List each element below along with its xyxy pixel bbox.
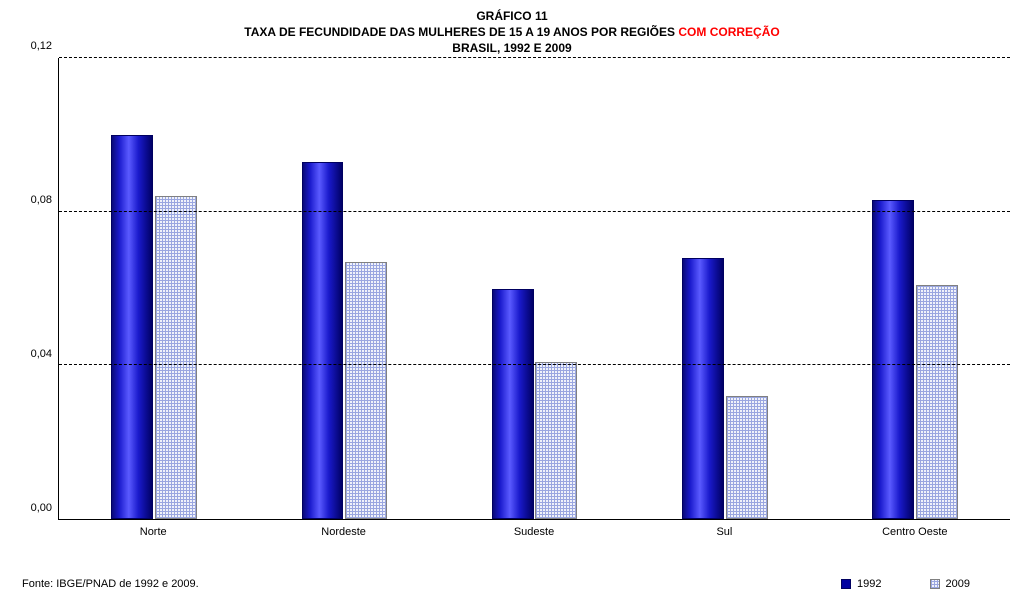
bar-2009 <box>726 396 768 519</box>
y-tick-label: 0,04 <box>31 348 52 360</box>
bar-groups <box>59 58 1010 519</box>
bar-1992 <box>111 135 153 519</box>
legend-swatch <box>930 579 940 589</box>
x-axis-label: Sudeste <box>439 522 629 544</box>
legend-item: 2009 <box>930 578 970 590</box>
bar-2009 <box>155 196 197 519</box>
bar-group <box>820 58 1010 519</box>
title-highlight: COM CORREÇÃO <box>678 25 779 39</box>
bar-group <box>439 58 629 519</box>
bar-group <box>59 58 249 519</box>
legend-label: 2009 <box>946 578 970 590</box>
gridline <box>59 364 1010 365</box>
title-line-2: TAXA DE FECUNDIDADE DAS MULHERES DE 15 A… <box>0 24 1024 40</box>
legend-item: 1992 <box>841 578 881 590</box>
legend: 1992 2009 <box>841 578 970 590</box>
gridline <box>59 211 1010 212</box>
x-axis-label: Norte <box>58 522 248 544</box>
legend-label: 1992 <box>857 578 881 590</box>
legend-swatch <box>841 579 851 589</box>
chart-footer: Fonte: IBGE/PNAD de 1992 e 2009. 1992 200… <box>14 556 1010 596</box>
x-axis-labels: NorteNordesteSudesteSulCentro Oeste <box>58 522 1010 544</box>
bar-2009 <box>916 285 958 519</box>
bar-1992 <box>872 200 914 519</box>
bar-group <box>630 58 820 519</box>
title-line-3: BRASIL, 1992 E 2009 <box>0 40 1024 56</box>
chart-area: 0,000,040,080,12 NorteNordesteSudesteSul… <box>14 58 1010 544</box>
bar-1992 <box>682 258 724 519</box>
y-axis: 0,000,040,080,12 <box>14 58 58 520</box>
plot-area <box>58 58 1010 520</box>
bar-2009 <box>535 362 577 520</box>
bar-1992 <box>492 289 534 520</box>
gridline <box>59 57 1010 58</box>
y-tick-label: 0,00 <box>31 502 52 514</box>
x-axis-label: Centro Oeste <box>820 522 1010 544</box>
source-text: Fonte: IBGE/PNAD de 1992 e 2009. <box>22 578 199 590</box>
title-line-2a: TAXA DE FECUNDIDADE DAS MULHERES DE 15 A… <box>244 25 678 39</box>
bar-2009 <box>345 262 387 519</box>
bar-group <box>249 58 439 519</box>
title-line-1: GRÁFICO 11 <box>0 8 1024 24</box>
y-tick-label: 0,08 <box>31 194 52 206</box>
x-axis-label: Nordeste <box>248 522 438 544</box>
bar-1992 <box>302 162 344 519</box>
y-tick-label: 0,12 <box>31 40 52 52</box>
chart-title: GRÁFICO 11 TAXA DE FECUNDIDADE DAS MULHE… <box>0 0 1024 63</box>
x-axis-label: Sul <box>629 522 819 544</box>
